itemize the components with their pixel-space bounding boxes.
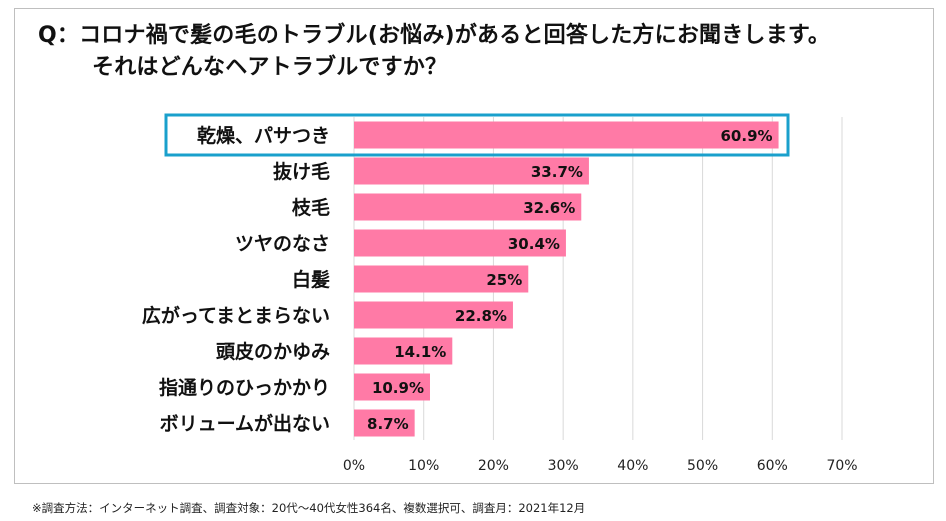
x-tick-label: 50% (687, 458, 718, 474)
x-axis-ticks: 0% 10% 20% 30% 40% 50% 60% 70% (343, 458, 858, 474)
x-tick-label: 40% (617, 458, 648, 474)
bars (354, 121, 779, 437)
category-label: 枝毛 (292, 196, 330, 219)
category-label: 抜け毛 (273, 160, 330, 183)
title-line-1: Q：コロナ禍で髪の毛のトラブル(お悩み)があると回答した方にお聞きします。 (38, 23, 831, 48)
category-label: 頭皮のかゆみ (216, 340, 330, 363)
value-label: 14.1% (394, 343, 446, 361)
x-tick-label: 20% (478, 458, 509, 474)
highlight-box (164, 113, 790, 157)
value-label: 30.4% (508, 235, 560, 253)
chart-title: Q：コロナ禍で髪の毛のトラブル(お悩み)があると回答した方にお聞きします。 それ… (38, 20, 918, 84)
x-tick-label: 60% (757, 458, 788, 474)
value-label: 25% (486, 271, 522, 289)
bar (354, 157, 589, 185)
category-label: ツヤのなさ (235, 233, 330, 255)
bar (354, 121, 779, 149)
bar (354, 265, 529, 293)
value-label: 60.9% (721, 127, 773, 145)
category-label: 乾燥、パサつき (197, 124, 330, 147)
title-line-2: それはどんなヘアトラブルですか？ (92, 55, 448, 80)
category-label: 白髪 (292, 268, 330, 291)
bar (354, 193, 582, 221)
bar (354, 229, 566, 257)
value-label: 32.6% (523, 199, 575, 217)
category-labels: 乾燥、パサつき抜け毛枝毛ツヤのなさ白髪広がってまとまらない頭皮のかゆみ指通りのひ… (142, 124, 330, 435)
value-label: 10.9% (372, 379, 424, 397)
footnote: ※調査方法：インターネット調査、調査対象：20代～40代女性364名、複数選択可… (32, 501, 586, 515)
value-label: 8.7% (367, 415, 409, 433)
category-label: ボリュームが出ない (160, 412, 330, 435)
value-label: 22.8% (455, 307, 507, 325)
value-label: 33.7% (531, 163, 583, 181)
highlight (164, 113, 790, 157)
x-tick-label: 30% (548, 458, 579, 474)
value-labels: 60.9% 33.7% 32.6% 30.4% 25% 22.8% 14.1% 10.9% 8.… (367, 127, 773, 433)
bar (354, 301, 513, 329)
x-tick-label: 70% (826, 458, 857, 474)
x-tick-label: 10% (408, 458, 439, 474)
category-label: 指通りのひっかかり (159, 377, 330, 399)
bar (354, 409, 415, 437)
category-label: 広がってまとまらない (142, 304, 330, 327)
bar (354, 373, 430, 401)
bar (354, 337, 453, 365)
x-tick-label: 0% (343, 458, 365, 474)
